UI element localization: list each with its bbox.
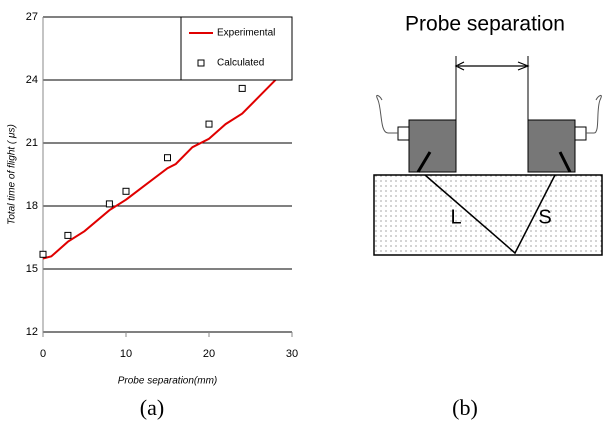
diagram-title: Probe separation [405,13,565,36]
wire [586,94,602,134]
x-tick-label: 10 [120,348,132,360]
wave-label: L [450,206,461,228]
legend-swatch [197,59,205,67]
legend-label: Experimental [217,28,275,39]
wave-label: S [538,206,551,228]
probe-diagram: Probe separation L S [373,13,603,256]
calculated-point [105,200,113,208]
legend-box [180,16,293,81]
y-tick-label: 15 [26,263,38,275]
beam-path [424,174,556,255]
calculated-point [205,120,213,128]
calculated-point [122,187,130,195]
connector [397,126,410,141]
connector [574,126,587,141]
experimental-line [42,75,281,260]
wire [376,94,398,134]
y-tick-label: 12 [26,326,38,338]
calculated-point [64,231,72,239]
y-axis-label: Total time of flight ( μs) [7,124,18,225]
legend-label: Calculated [217,58,264,69]
wedge [416,151,572,173]
calculated-point [238,84,246,92]
probe [408,119,457,173]
x-tick-label: 20 [203,348,215,360]
x-tick-label: 0 [40,348,46,360]
y-tick-label: 27 [26,11,38,23]
y-tick-label: 24 [26,74,38,86]
test-block [373,174,603,256]
y-tick-label: 18 [26,200,38,212]
probe [527,119,576,173]
y-tick-label: 21 [26,137,38,149]
caption: (b) [452,395,478,420]
x-axis-label: Probe separation(mm) [118,376,217,387]
caption: (a) [140,395,164,420]
calculated-point [164,154,171,162]
calculated-point [39,250,47,258]
x-tick-label: 30 [286,348,298,360]
